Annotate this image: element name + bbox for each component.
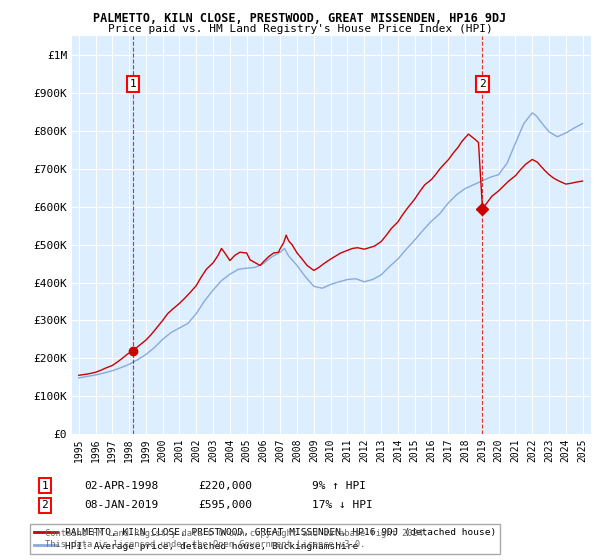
Text: PALMETTO, KILN CLOSE, PRESTWOOD, GREAT MISSENDEN, HP16 9DJ: PALMETTO, KILN CLOSE, PRESTWOOD, GREAT M…	[94, 12, 506, 25]
Text: 1: 1	[41, 480, 49, 491]
Text: 17% ↓ HPI: 17% ↓ HPI	[312, 500, 373, 510]
Text: 08-JAN-2019: 08-JAN-2019	[84, 500, 158, 510]
Text: 9% ↑ HPI: 9% ↑ HPI	[312, 480, 366, 491]
Text: 2: 2	[41, 500, 49, 510]
Text: £595,000: £595,000	[198, 500, 252, 510]
Text: £220,000: £220,000	[198, 480, 252, 491]
Text: Contains HM Land Registry data © Crown copyright and database right 2024.
This d: Contains HM Land Registry data © Crown c…	[45, 529, 428, 549]
Legend: PALMETTO, KILN CLOSE, PRESTWOOD, GREAT MISSENDEN, HP16 9DJ (detached house), HPI: PALMETTO, KILN CLOSE, PRESTWOOD, GREAT M…	[30, 524, 500, 554]
Text: Price paid vs. HM Land Registry's House Price Index (HPI): Price paid vs. HM Land Registry's House …	[107, 24, 493, 34]
Text: 02-APR-1998: 02-APR-1998	[84, 480, 158, 491]
Text: 2: 2	[479, 79, 486, 88]
Text: 1: 1	[130, 79, 137, 88]
